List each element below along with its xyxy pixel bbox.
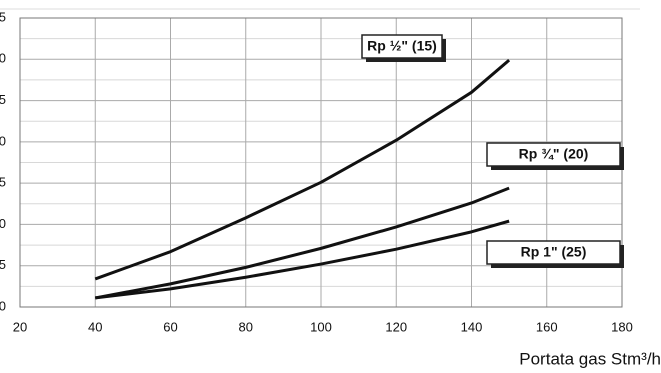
x-tick-label: 120	[385, 319, 407, 334]
y-tick-label: 10	[0, 216, 6, 231]
x-tick-label: 100	[310, 319, 332, 334]
legend-label: Rp ¾" (20)	[519, 146, 589, 162]
series-line	[94, 58, 511, 281]
x-tick-label: 160	[536, 319, 558, 334]
legend-label: Rp 1" (25)	[521, 244, 587, 260]
x-tick-label: 20	[13, 319, 27, 334]
y-tick-label: 25	[0, 92, 6, 107]
y-tick-label: 35	[0, 9, 6, 24]
legend-label: Rp ½" (15)	[367, 38, 437, 54]
x-tick-label: 180	[611, 319, 633, 334]
y-tick-label: 20	[0, 133, 6, 148]
x-tick-label: 40	[88, 319, 102, 334]
series-line	[95, 219, 510, 300]
label-box	[361, 34, 443, 59]
y-tick-label: 15	[0, 175, 6, 190]
x-axis-title: Portata gas Stm³/h	[519, 349, 661, 368]
series-line	[94, 186, 510, 300]
label-box	[486, 142, 621, 167]
y-tick-label: 30	[0, 51, 6, 66]
x-tick-label: 80	[239, 319, 253, 334]
x-tick-label: 140	[461, 319, 483, 334]
y-tick-label: 5	[0, 257, 6, 272]
label-box	[486, 240, 621, 265]
y-tick-label: 0	[0, 298, 6, 313]
x-tick-label: 60	[163, 319, 177, 334]
